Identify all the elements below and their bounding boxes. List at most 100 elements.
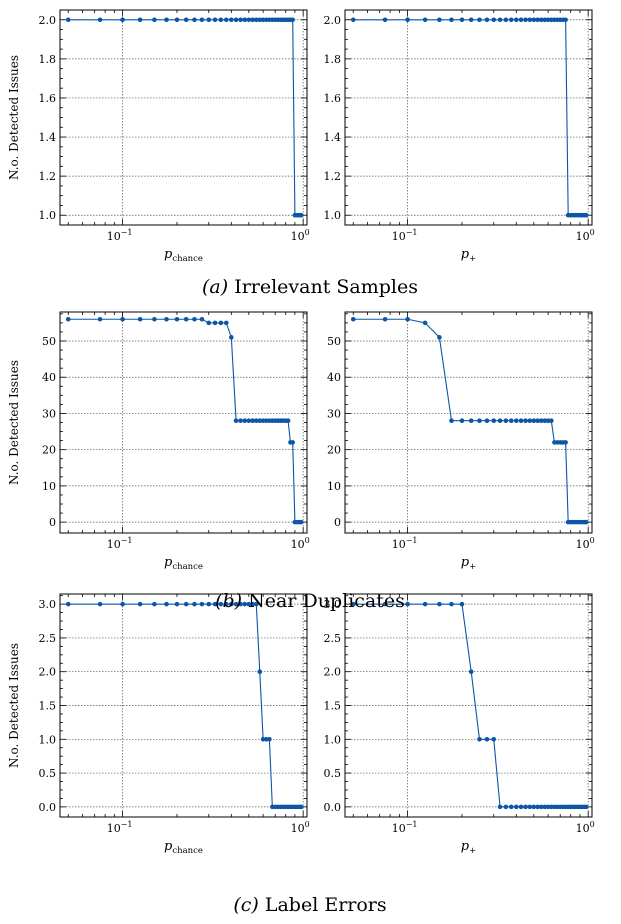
data-point [233,418,239,423]
data-point [545,418,551,423]
data-point [253,418,259,423]
data-point [223,17,229,23]
data-point [405,316,410,322]
data-point [298,212,304,218]
x-tick-label: 10−1 [107,536,133,551]
data-point [503,804,509,810]
data-point [583,519,589,525]
data-point [192,601,197,607]
y-tick-label: 1.5 [324,700,342,713]
data-point [257,669,263,675]
data-point [260,418,266,423]
data-point [497,418,503,423]
data-point [449,17,454,23]
data-point [503,17,509,23]
y-axis-label: N.o. Detected Issues [7,55,21,180]
x-tick-label: 10−1 [392,820,418,835]
data-point [199,601,205,607]
y-tick-label: 10 [327,480,341,493]
chart-panel-0: 1.0 1.2 1.4 1.6 1.8 2.0 10−1 100 pchance N.o. Det… [7,9,310,264]
y-tick-label: 20 [327,444,341,457]
y-tick-label: 1.8 [324,53,342,66]
data-point [422,320,428,326]
x-axis-label: p+ [461,555,476,572]
data-point [218,320,224,326]
data-point [120,601,125,607]
y-tick-label: 1.4 [324,131,342,144]
x-tick-label: 100 [291,820,310,835]
data-point [137,316,143,322]
data-point [290,17,296,23]
data-point [350,601,356,607]
data-point [350,316,356,322]
y-tick-label: 1.0 [39,209,57,222]
y-axis-label: N.o. Detected Issues [7,360,21,485]
x-tick-label: 10−1 [392,228,418,243]
y-tick-label: 1.2 [324,170,342,183]
data-point [298,804,304,810]
data-point [65,17,71,23]
data-point [563,440,568,445]
data-point [242,601,248,607]
data-point [183,17,189,23]
data-point [298,519,304,525]
x-tick-label: 100 [576,820,595,835]
data-point [538,804,544,810]
data-point [538,17,544,23]
data-point [137,601,143,607]
series-line [353,19,587,216]
data-point [97,316,103,322]
y-tick-label: 10 [42,480,56,493]
y-tick-label: 1.8 [39,53,57,66]
data-point [164,316,169,322]
data-point [508,17,514,23]
data-point [257,17,263,23]
data-point [229,601,234,607]
chart-panel-3: 0 10 20 30 40 50 10−1 100 p+ [327,311,595,572]
data-point [527,17,533,23]
data-point [449,601,454,607]
data-point [152,601,157,607]
data-point [405,17,410,23]
panel-caption: (b) Near Duplicates [215,590,405,612]
data-point [223,320,229,326]
y-tick-label: 0.0 [39,801,57,814]
data-point [523,804,528,810]
data-point [437,601,442,607]
data-point [531,804,537,810]
data-point [503,418,509,423]
plot-frame [344,9,593,226]
data-point [174,316,180,322]
chart-panel-5: 0.0 0.5 1.0 1.5 2.0 2.5 3.0 10−1 100 p+ [324,593,595,856]
data-point [477,418,482,423]
data-point [206,320,212,326]
y-tick-label: 50 [42,335,56,348]
data-point [535,804,540,810]
data-point [583,804,589,810]
y-tick-label: 1.0 [39,733,57,746]
data-point [233,601,239,607]
x-tick-label: 10−1 [392,536,418,551]
y-tick-label: 1.6 [39,92,57,105]
y-tick-label: 1.2 [39,170,57,183]
y-tick-label: 0 [334,516,341,529]
x-axis-label: p+ [461,247,476,264]
data-point [508,418,514,423]
data-point [484,17,490,23]
data-point [531,418,537,423]
data-point [238,601,243,607]
data-point [152,17,157,23]
data-point [65,601,71,607]
x-tick-label: 100 [576,536,595,551]
data-point [583,212,589,218]
y-tick-label: 2.0 [39,14,57,27]
data-point [422,17,428,23]
data-point [97,601,103,607]
data-point [192,17,197,23]
data-point [514,418,519,423]
data-point [538,418,544,423]
data-point [518,418,524,423]
data-point [449,418,454,423]
x-tick-label: 10−1 [107,820,133,835]
data-point [542,17,548,23]
